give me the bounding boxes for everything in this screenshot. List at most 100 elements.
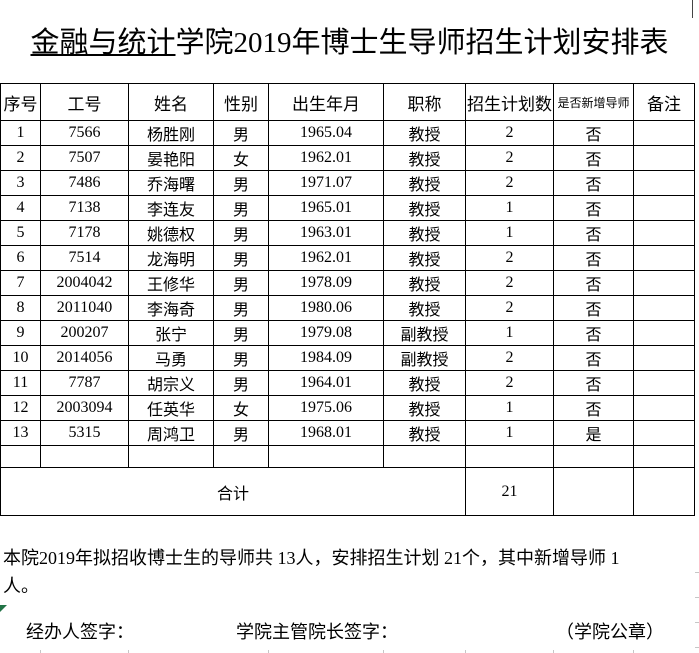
cell-gender[interactable]: 男 (213, 220, 269, 246)
cell-birth[interactable]: 1975.06 (268, 395, 384, 421)
cell-remark[interactable] (633, 345, 695, 371)
header-index[interactable]: 序号 (0, 83, 41, 121)
cell-gender[interactable]: 男 (213, 345, 269, 371)
cell-name[interactable]: 龙海明 (128, 245, 214, 271)
cell-name[interactable]: 杨胜刚 (128, 120, 214, 146)
cell-plan-count[interactable]: 2 (465, 170, 554, 196)
cell-birth[interactable]: 1979.08 (268, 320, 384, 346)
cell-remark[interactable] (633, 195, 695, 221)
empty-cell[interactable] (0, 445, 41, 468)
cell-index[interactable]: 9 (0, 320, 41, 346)
cell-new-supervisor[interactable]: 否 (553, 120, 634, 146)
cell-job-title[interactable]: 教授 (383, 195, 466, 221)
header-birth[interactable]: 出生年月 (268, 83, 384, 121)
cell-job-title[interactable]: 副教授 (383, 345, 466, 371)
cell-remark[interactable] (633, 370, 695, 396)
cell-name[interactable]: 张宁 (128, 320, 214, 346)
cell-job-title[interactable]: 教授 (383, 145, 466, 171)
cell-new-supervisor[interactable]: 否 (553, 295, 634, 321)
cell-birth[interactable]: 1965.01 (268, 195, 384, 221)
cell-plan-count[interactable]: 2 (465, 245, 554, 271)
cell-remark[interactable] (633, 220, 695, 246)
cell-job-title[interactable]: 教授 (383, 220, 466, 246)
cell-new-supervisor[interactable]: 否 (553, 195, 634, 221)
cell-gender[interactable]: 男 (213, 170, 269, 196)
cell-plan-count[interactable]: 2 (465, 370, 554, 396)
cell-birth[interactable]: 1962.01 (268, 245, 384, 271)
cell-new-supervisor[interactable]: 否 (553, 170, 634, 196)
cell-name[interactable]: 王修华 (128, 270, 214, 296)
cell-employee-id[interactable]: 7138 (40, 195, 129, 221)
cell-new-supervisor[interactable]: 否 (553, 370, 634, 396)
cell-employee-id[interactable]: 2003094 (40, 395, 129, 421)
cell-remark[interactable] (633, 420, 695, 446)
cell-birth[interactable]: 1965.04 (268, 120, 384, 146)
empty-cell[interactable] (383, 445, 466, 468)
cell-index[interactable]: 8 (0, 295, 41, 321)
cell-name[interactable]: 周鸿卫 (128, 420, 214, 446)
cell-employee-id[interactable]: 2014056 (40, 345, 129, 371)
cell-birth[interactable]: 1971.07 (268, 170, 384, 196)
cell-employee-id[interactable]: 7486 (40, 170, 129, 196)
cell-name[interactable]: 任英华 (128, 395, 214, 421)
empty-cell[interactable] (128, 445, 214, 468)
header-remark[interactable]: 备注 (633, 83, 695, 121)
empty-cell[interactable] (268, 445, 384, 468)
cell-birth[interactable]: 1984.09 (268, 345, 384, 371)
cell-job-title[interactable]: 教授 (383, 120, 466, 146)
cell-job-title[interactable]: 教授 (383, 420, 466, 446)
cell-job-title[interactable]: 教授 (383, 170, 466, 196)
cell-plan-count[interactable]: 1 (465, 195, 554, 221)
cell-index[interactable]: 10 (0, 345, 41, 371)
cell-employee-id[interactable]: 7507 (40, 145, 129, 171)
cell-gender[interactable]: 男 (213, 320, 269, 346)
cell-new-supervisor[interactable]: 否 (553, 320, 634, 346)
empty-cell[interactable] (633, 445, 695, 468)
cell-employee-id[interactable]: 7178 (40, 220, 129, 246)
cell-remark[interactable] (633, 395, 695, 421)
cell-gender[interactable]: 男 (213, 420, 269, 446)
cell-index[interactable]: 11 (0, 370, 41, 396)
total-remark-cell[interactable] (633, 467, 695, 516)
total-new-cell[interactable] (553, 467, 634, 516)
cell-name[interactable]: 乔海曙 (128, 170, 214, 196)
cell-index[interactable]: 4 (0, 195, 41, 221)
cell-name[interactable]: 晏艳阳 (128, 145, 214, 171)
cell-employee-id[interactable]: 7514 (40, 245, 129, 271)
cell-remark[interactable] (633, 320, 695, 346)
cell-plan-count[interactable]: 1 (465, 420, 554, 446)
cell-job-title[interactable]: 教授 (383, 370, 466, 396)
cell-index[interactable]: 2 (0, 145, 41, 171)
cell-plan-count[interactable]: 1 (465, 395, 554, 421)
header-job-title[interactable]: 职称 (383, 83, 466, 121)
cell-plan-count[interactable]: 2 (465, 120, 554, 146)
cell-new-supervisor[interactable]: 是 (553, 420, 634, 446)
cell-name[interactable]: 李连友 (128, 195, 214, 221)
header-plan-count[interactable]: 招生计划数 (465, 83, 554, 121)
cell-index[interactable]: 6 (0, 245, 41, 271)
empty-cell[interactable] (553, 445, 634, 468)
cell-remark[interactable] (633, 245, 695, 271)
cell-employee-id[interactable]: 5315 (40, 420, 129, 446)
cell-employee-id[interactable]: 200207 (40, 320, 129, 346)
cell-birth[interactable]: 1968.01 (268, 420, 384, 446)
cell-remark[interactable] (633, 170, 695, 196)
cell-index[interactable]: 3 (0, 170, 41, 196)
cell-new-supervisor[interactable]: 否 (553, 270, 634, 296)
cell-gender[interactable]: 男 (213, 195, 269, 221)
cell-new-supervisor[interactable]: 否 (553, 220, 634, 246)
cell-index[interactable]: 12 (0, 395, 41, 421)
cell-job-title[interactable]: 教授 (383, 245, 466, 271)
cell-plan-count[interactable]: 2 (465, 345, 554, 371)
cell-plan-count[interactable]: 2 (465, 295, 554, 321)
cell-index[interactable]: 5 (0, 220, 41, 246)
cell-birth[interactable]: 1962.01 (268, 145, 384, 171)
cell-birth[interactable]: 1978.09 (268, 270, 384, 296)
cell-gender[interactable]: 男 (213, 120, 269, 146)
cell-employee-id[interactable]: 2004042 (40, 270, 129, 296)
cell-new-supervisor[interactable]: 否 (553, 245, 634, 271)
cell-gender[interactable]: 男 (213, 245, 269, 271)
cell-plan-count[interactable]: 1 (465, 220, 554, 246)
cell-gender[interactable]: 男 (213, 295, 269, 321)
cell-name[interactable]: 李海奇 (128, 295, 214, 321)
